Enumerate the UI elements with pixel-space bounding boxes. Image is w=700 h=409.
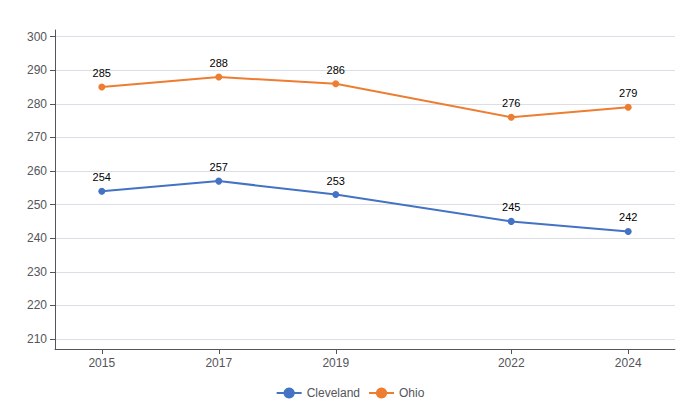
- svg-text:253: 253: [327, 175, 345, 187]
- svg-text:220: 220: [27, 298, 47, 312]
- svg-text:288: 288: [210, 57, 228, 69]
- svg-text:286: 286: [327, 64, 345, 76]
- svg-text:242: 242: [619, 211, 637, 223]
- svg-text:2017: 2017: [205, 356, 232, 370]
- svg-text:300: 300: [27, 30, 47, 44]
- svg-text:2019: 2019: [322, 356, 349, 370]
- svg-text:210: 210: [27, 332, 47, 346]
- svg-text:2024: 2024: [615, 356, 642, 370]
- svg-text:2022: 2022: [498, 356, 525, 370]
- svg-text:Ohio: Ohio: [399, 386, 425, 400]
- svg-text:254: 254: [93, 171, 111, 183]
- svg-text:276: 276: [502, 97, 520, 109]
- svg-text:Cleveland: Cleveland: [307, 386, 360, 400]
- svg-text:290: 290: [27, 63, 47, 77]
- svg-text:245: 245: [502, 201, 520, 213]
- svg-text:2015: 2015: [88, 356, 115, 370]
- svg-text:280: 280: [27, 97, 47, 111]
- svg-text:257: 257: [210, 161, 228, 173]
- svg-text:240: 240: [27, 231, 47, 245]
- svg-text:250: 250: [27, 198, 47, 212]
- svg-text:230: 230: [27, 265, 47, 279]
- svg-text:270: 270: [27, 130, 47, 144]
- svg-text:260: 260: [27, 164, 47, 178]
- svg-text:279: 279: [619, 87, 637, 99]
- svg-text:285: 285: [93, 67, 111, 79]
